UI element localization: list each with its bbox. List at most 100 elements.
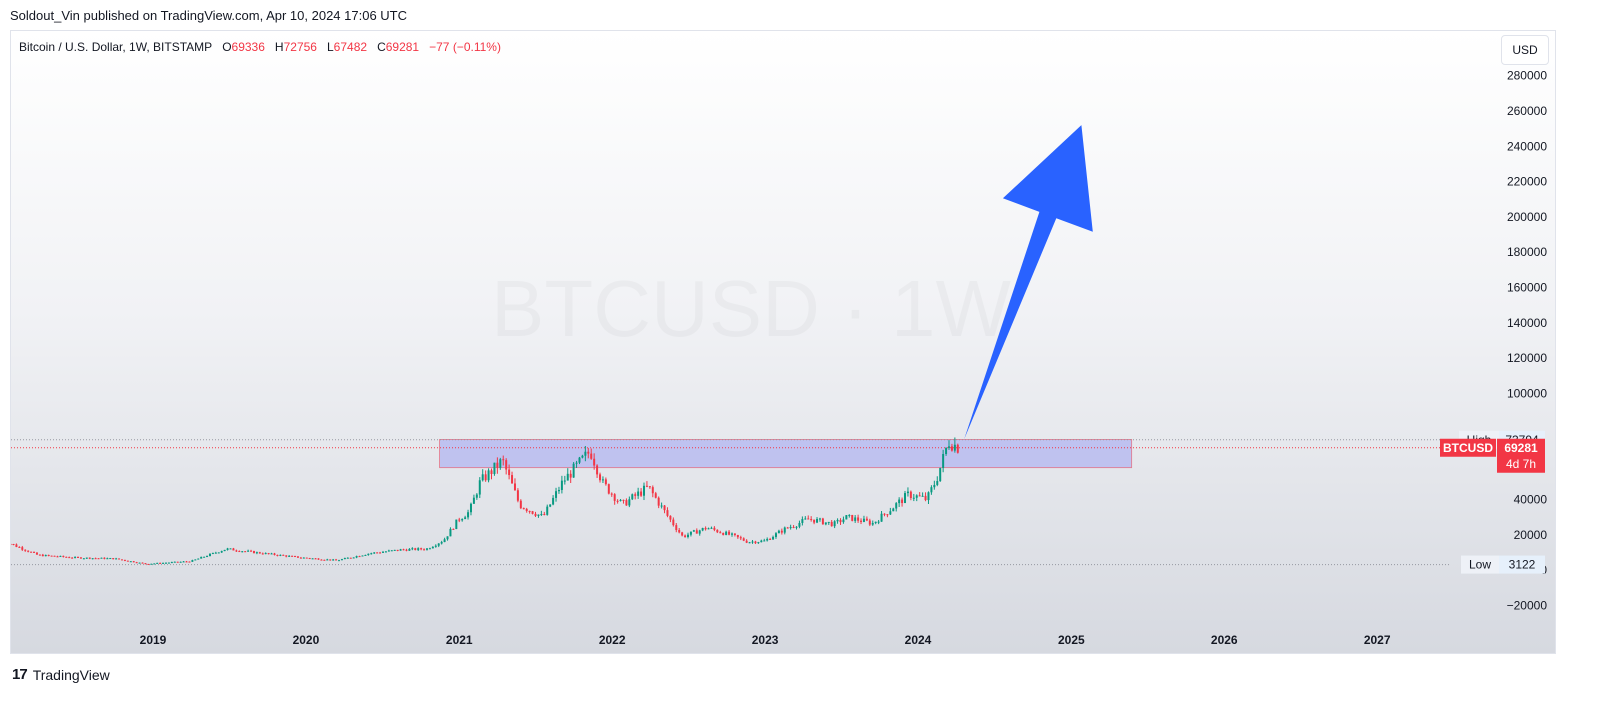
candle-body <box>824 522 827 525</box>
candle-body <box>590 453 593 459</box>
candle-body <box>622 499 625 501</box>
candle-body <box>179 561 182 563</box>
candle-body <box>945 447 948 454</box>
candle-body <box>405 549 408 551</box>
candle-body <box>267 553 270 555</box>
candle-body <box>754 541 757 544</box>
low-value-text: 3122 <box>1509 558 1536 572</box>
candle-body <box>384 551 387 553</box>
candle-body <box>857 517 860 521</box>
candle-body <box>147 563 150 565</box>
candle-body <box>59 555 62 557</box>
candle-body <box>719 532 722 534</box>
candle-body <box>895 503 898 509</box>
candle-body <box>666 510 669 516</box>
brand-name: TradingView <box>32 666 110 683</box>
candle-body <box>798 522 801 527</box>
candle-body <box>106 558 109 560</box>
candle-body <box>469 503 472 513</box>
candle-body <box>557 489 560 492</box>
candle-body <box>502 459 505 461</box>
candle-body <box>387 550 390 552</box>
resistance-zone <box>439 439 1133 469</box>
low-badge-label: Low <box>1469 558 1491 572</box>
chart-panel[interactable]: BTCUSD · 1W 2019 2020 2021 2022 2023 2024 2025 2… <box>10 30 1556 654</box>
candle-body <box>302 557 305 559</box>
candle-body <box>97 558 100 560</box>
candle-body <box>918 495 921 497</box>
candle-body <box>821 518 824 525</box>
candle-body <box>358 556 361 558</box>
candle-body <box>728 531 731 535</box>
candle-body <box>810 519 813 521</box>
candle-body <box>513 483 516 491</box>
candle-body <box>801 519 804 523</box>
candlestick-chart[interactable]: BTCUSD · 1W 2019 2020 2021 2022 2023 2024 2025 2… <box>11 31 1556 654</box>
candle-body <box>85 557 88 559</box>
candle-body <box>792 526 795 528</box>
y-tick-label: 100000 <box>1507 387 1547 401</box>
candle-body <box>625 500 628 506</box>
candle-body <box>956 444 959 453</box>
candle-body <box>15 544 18 547</box>
candle-body <box>789 526 792 529</box>
candle-body <box>455 519 458 530</box>
candle-body <box>604 479 607 485</box>
candle-body <box>634 494 637 496</box>
low-value: 67482 <box>333 40 368 54</box>
candle-body <box>637 491 640 496</box>
candle-body <box>53 555 56 557</box>
candle-body <box>766 538 769 541</box>
last-price-text: 69281 <box>1504 441 1538 455</box>
candle-body <box>710 527 713 529</box>
candle-body <box>660 505 663 507</box>
candle-body <box>610 493 613 495</box>
candle-body <box>901 499 904 504</box>
open-value: 69336 <box>231 40 265 54</box>
candle-body <box>780 530 783 533</box>
candle-body <box>848 514 851 516</box>
candle-body <box>238 551 241 553</box>
candle-body <box>323 559 326 561</box>
candle-body <box>572 463 575 478</box>
candle-body <box>252 550 255 554</box>
candle-body <box>320 559 323 561</box>
candle-body <box>549 504 552 507</box>
candle-body <box>950 446 953 451</box>
candle-body <box>79 557 82 559</box>
candle-body <box>713 527 716 530</box>
candle-body <box>487 470 490 481</box>
candle-body <box>681 532 684 536</box>
candle-body <box>132 561 135 563</box>
candle-body <box>892 508 895 512</box>
candle-body <box>343 558 346 560</box>
candle-body <box>927 492 930 501</box>
change-value: −77 (−0.11%) <box>429 40 501 54</box>
candle-body <box>226 548 229 550</box>
candle-body <box>757 542 760 544</box>
currency-button[interactable]: USD <box>1501 35 1549 65</box>
candle-body <box>684 535 687 537</box>
candle-body <box>11 543 12 545</box>
symbol-badge-text: BTCUSD <box>1443 441 1493 455</box>
candle-body <box>795 526 798 528</box>
candle-body <box>247 550 250 552</box>
candle-body <box>599 474 602 481</box>
candle-body <box>423 549 426 551</box>
candle-body <box>352 557 355 559</box>
candle-body <box>904 493 907 504</box>
candle-body <box>270 553 273 555</box>
candle-body <box>540 514 543 516</box>
candle-body <box>701 527 704 531</box>
y-tick-label: 220000 <box>1507 175 1547 189</box>
candle-body <box>220 551 223 553</box>
candle-body <box>191 560 194 562</box>
candle-body <box>376 552 379 554</box>
candle-body <box>449 528 452 537</box>
candle-body <box>581 455 584 458</box>
candle-body <box>499 459 502 468</box>
candle-body <box>953 444 956 451</box>
symbol-legend: Bitcoin / U.S. Dollar, 1W, BITSTAMP O693… <box>19 40 501 54</box>
candle-body <box>816 519 819 523</box>
candle-body <box>417 548 420 550</box>
